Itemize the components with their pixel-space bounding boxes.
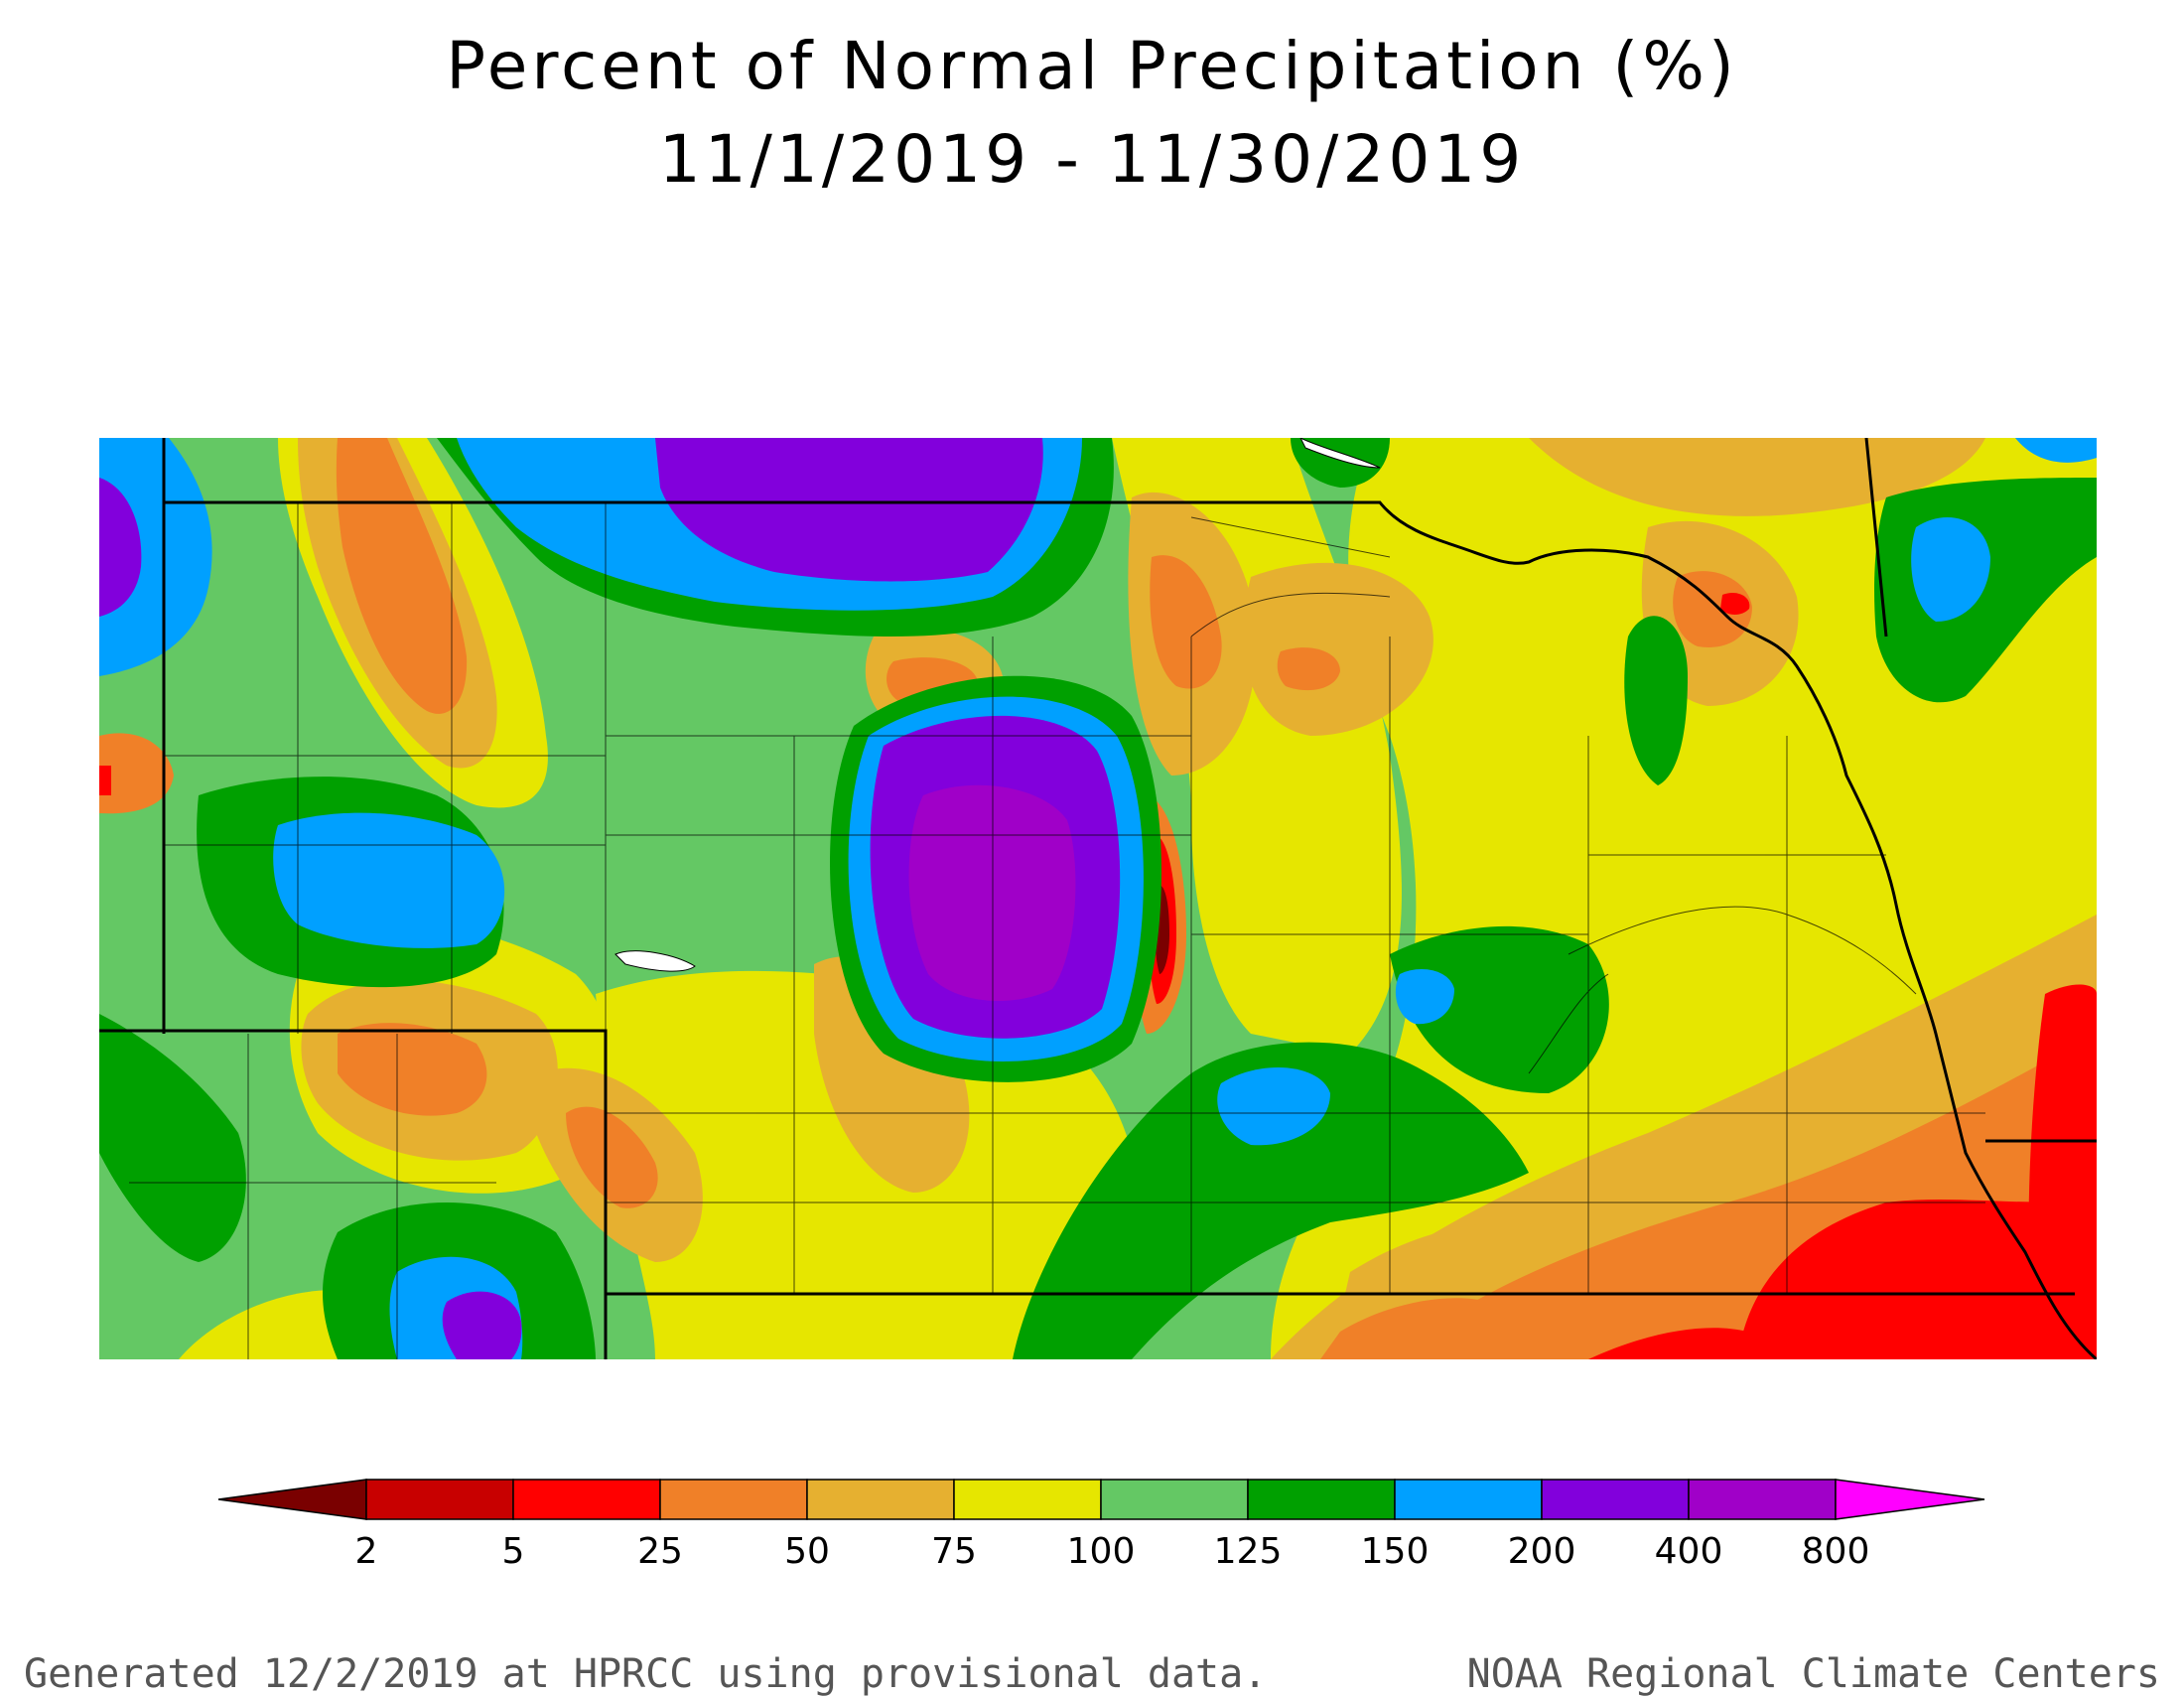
contour-darkgreen-ne bbox=[1624, 616, 1688, 785]
legend-swatch bbox=[806, 1479, 955, 1520]
map-title: Percent of Normal Precipitation (%) bbox=[446, 28, 1738, 104]
contour-orange-nc2 bbox=[1277, 647, 1340, 691]
river-shape-n bbox=[1299, 438, 1381, 469]
contour-orange-farw bbox=[99, 733, 174, 814]
legend-swatch bbox=[365, 1479, 514, 1520]
legend-tick-label: 25 bbox=[637, 1531, 683, 1572]
precipitation-map bbox=[99, 438, 2097, 1359]
legend-tick-label: 50 bbox=[784, 1531, 830, 1572]
contour-red-e bbox=[2028, 984, 2097, 1359]
legend-tick-label: 125 bbox=[1214, 1531, 1283, 1572]
legend-swatch bbox=[1394, 1479, 1543, 1520]
legend-swatch bbox=[659, 1479, 808, 1520]
legend-swatch bbox=[1247, 1479, 1396, 1520]
contour-orange-w bbox=[336, 438, 468, 714]
legend-tick-label: 100 bbox=[1067, 1531, 1136, 1572]
contour-blue-c bbox=[1217, 1066, 1330, 1146]
legend-swatch bbox=[953, 1479, 1102, 1520]
legend-tick-label: 200 bbox=[1508, 1531, 1576, 1572]
legend-tick-label: 5 bbox=[502, 1531, 525, 1572]
contour-red-sc bbox=[1588, 1328, 1747, 1359]
contour-purple-n bbox=[655, 438, 1043, 582]
contour-darkgreen-sw bbox=[99, 1014, 246, 1262]
contour-blue-ce bbox=[1395, 969, 1454, 1025]
legend-swatch bbox=[1100, 1479, 1249, 1520]
contour-lightorange-nc bbox=[1243, 562, 1433, 736]
contour-purple-s bbox=[442, 1291, 522, 1359]
county-lines bbox=[129, 502, 1985, 1359]
contour-blue-ne bbox=[1911, 517, 1990, 622]
legend-tick-label: 150 bbox=[1361, 1531, 1430, 1572]
legend-tick-label: 2 bbox=[355, 1531, 378, 1572]
legend-swatch bbox=[1688, 1479, 1837, 1520]
contour-red-se bbox=[1737, 1193, 2097, 1359]
contour-orange-sc bbox=[1320, 1298, 1489, 1359]
contour-darkgreen-ce bbox=[1390, 925, 1609, 1093]
contour-orange-n bbox=[1150, 555, 1222, 689]
legend-swatch bbox=[1541, 1479, 1690, 1520]
contour-blue-fne bbox=[2015, 438, 2097, 463]
contour-orange-e bbox=[1673, 571, 1752, 647]
contour-orange-sw bbox=[338, 1023, 487, 1116]
contour-orange-s bbox=[566, 1106, 658, 1208]
legend-arrow-low bbox=[217, 1479, 367, 1520]
contour-darkgreen-c bbox=[1013, 1042, 1529, 1359]
contour-red-w bbox=[99, 766, 111, 795]
date-range-subtitle: 11/1/2019 - 11/30/2019 bbox=[658, 121, 1526, 198]
contour-red-n bbox=[1720, 592, 1750, 615]
legend-tick-label: 400 bbox=[1655, 1531, 1723, 1572]
lake-shape bbox=[614, 950, 696, 972]
legend-tick-label: 75 bbox=[931, 1531, 977, 1572]
legend-swatch bbox=[512, 1479, 661, 1520]
legend-tick-label: 800 bbox=[1802, 1531, 1870, 1572]
contour-blue-nw bbox=[99, 438, 212, 676]
contour-blue-w bbox=[273, 812, 505, 948]
contour-purple-w bbox=[99, 478, 142, 617]
legend-arrow-high bbox=[1835, 1479, 1985, 1520]
generated-note: Generated 12/2/2019 at HPRCC using provi… bbox=[24, 1651, 1268, 1697]
source-credit: NOAA Regional Climate Centers bbox=[1466, 1651, 2160, 1697]
